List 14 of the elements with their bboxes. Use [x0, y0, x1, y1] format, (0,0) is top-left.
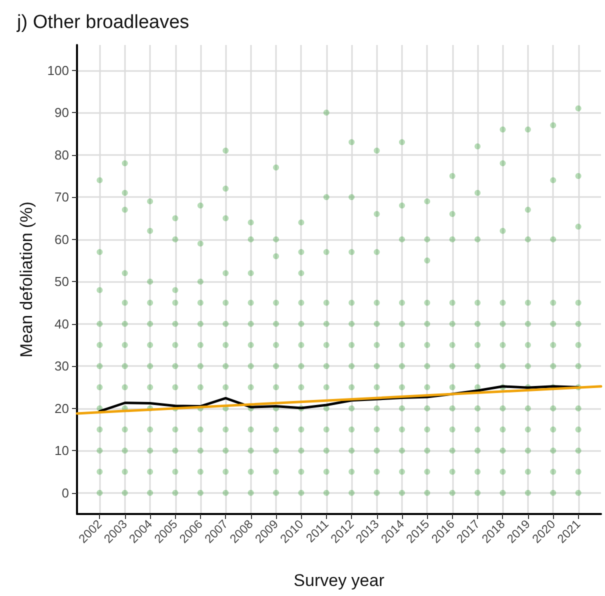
chart-title: j) Other broadleaves: [16, 12, 190, 33]
y-tick-label: 90: [54, 105, 69, 120]
y-tick-label: 10: [54, 443, 69, 458]
y-tick-label: 80: [54, 147, 69, 162]
y-axis-title: Mean defoliation (%): [17, 202, 36, 358]
y-tick-label: 70: [54, 190, 69, 205]
y-tick-label: 0: [62, 485, 69, 500]
y-tick-label: 30: [54, 358, 69, 374]
y-tick-label: 20: [54, 400, 69, 416]
y-tick-label: 50: [54, 274, 69, 290]
y-tick-label: 40: [54, 316, 69, 332]
y-tick-label: 60: [54, 232, 69, 247]
y-tick-label: 100: [47, 62, 69, 78]
x-axis-title: Survey year: [294, 571, 385, 590]
